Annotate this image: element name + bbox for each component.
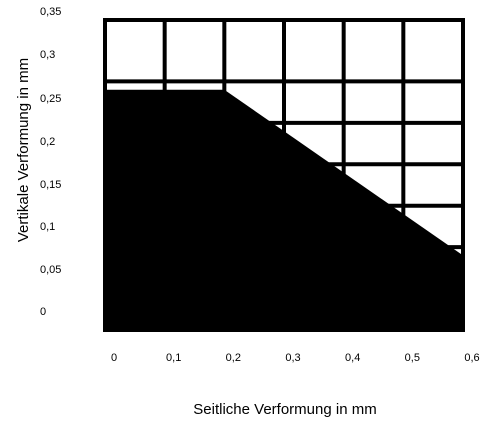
x-tick-labels: 0 0,1 0,2 0,3 0,4 0,5 0,6 <box>111 352 480 364</box>
x-tick-label: 0,4 <box>345 352 360 364</box>
x-tick-label: 0,1 <box>166 352 181 364</box>
y-tick-label: 0,2 <box>40 136 55 148</box>
y-axis-label: Vertikale Verformung in mm <box>15 58 32 242</box>
frame-layer <box>103 18 465 332</box>
area-series <box>105 89 463 330</box>
x-axis-label: Seitliche Verformung in mm <box>193 401 376 418</box>
y-tick-label: 0,3 <box>40 49 55 61</box>
x-tick-label: 0,2 <box>226 352 241 364</box>
y-tick-label: 0,15 <box>40 179 61 191</box>
y-tick-label: 0,25 <box>40 93 61 105</box>
x-tick-label: 0,3 <box>285 352 300 364</box>
y-tick-label: 0,35 <box>40 6 61 18</box>
area-layer <box>105 89 463 330</box>
y-tick-label: 0,1 <box>40 221 55 233</box>
x-tick-label: 0,6 <box>464 352 479 364</box>
y-tick-label: 0 <box>40 306 46 318</box>
plot-frame <box>103 18 465 332</box>
x-tick-label: 0,5 <box>405 352 420 364</box>
y-tick-label: 0,05 <box>40 264 61 276</box>
y-tick-labels: 0 0,05 0,1 0,15 0,2 0,25 0,3 0,35 <box>40 6 61 318</box>
x-tick-label: 0 <box>111 352 117 364</box>
